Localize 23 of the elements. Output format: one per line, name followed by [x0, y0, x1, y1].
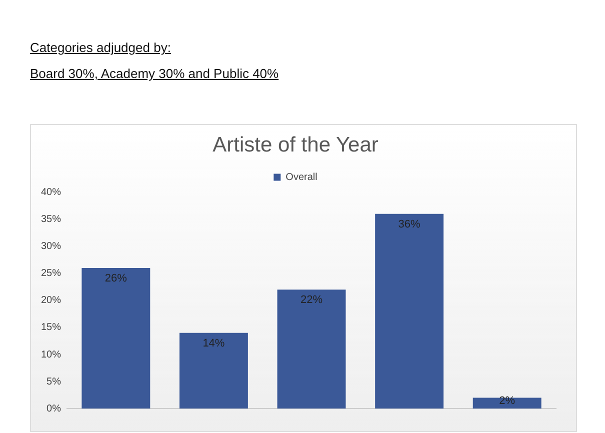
text: 22%: [300, 294, 323, 306]
y-tick-label: 15%: [41, 322, 62, 334]
text: Board 30%, Academy 30% and Public 40%: [30, 66, 279, 81]
bar: [472, 398, 542, 409]
y-tick-label: 35%: [41, 214, 62, 225]
y-tick-label: 5%: [46, 376, 62, 388]
bar: [277, 290, 346, 409]
y-tick-label: 10%: [41, 349, 62, 360]
bar: [82, 268, 150, 409]
legend-label: Overall: [286, 172, 318, 183]
text: 26%: [104, 272, 127, 284]
text: 2%: [499, 395, 516, 408]
y-tick-label: 40%: [41, 186, 62, 198]
text: 36%: [398, 218, 420, 230]
text: 14%: [202, 337, 225, 350]
chart-title: Artiste of the Year: [212, 133, 378, 156]
y-tick-label: 25%: [41, 268, 62, 280]
bar: [179, 332, 248, 409]
bar: [375, 214, 444, 409]
y-tick-label: 20%: [41, 295, 62, 306]
text: Categories adjudged by:: [30, 40, 172, 55]
y-tick-label: 0%: [46, 403, 62, 414]
y-tick-label: 30%: [41, 241, 62, 252]
